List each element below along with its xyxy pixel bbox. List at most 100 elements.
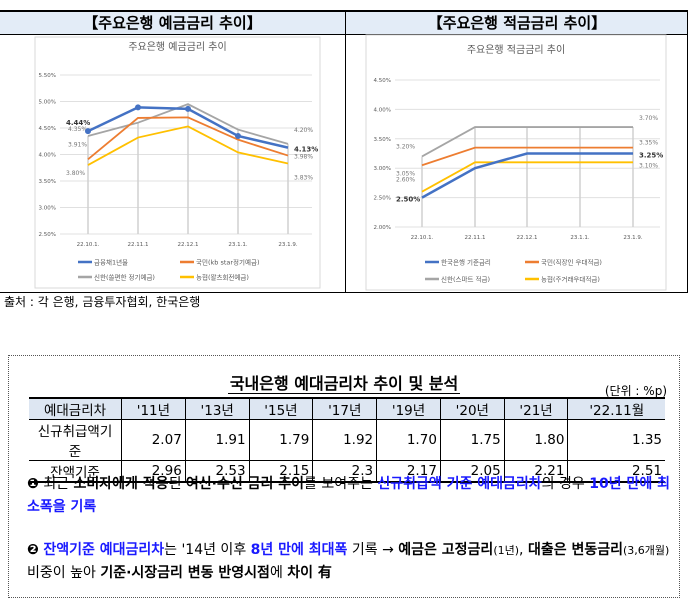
chart-title: 주요은행 적금금리 추이 xyxy=(467,44,565,56)
right-chart-header: 【주요은행 적금금리 추이】 xyxy=(346,10,688,35)
x-tick-label: 22.11.1 xyxy=(128,242,149,248)
data-label: 3.10% xyxy=(639,162,658,169)
data-label: 3.25% xyxy=(639,152,663,160)
table-header-row: 예대금리차 '11년 '13년 '15년 '17년 '19년 '20년 '21년… xyxy=(29,398,665,420)
y-tick-label: 5.00% xyxy=(39,100,56,106)
analysis-point-1: ❶ 최근 소비자에게 적용된 여신·수신 금리 추이를 보여주는 신규취급액 기… xyxy=(27,476,670,515)
data-label: 3.05% xyxy=(396,170,415,177)
table-cell: 2.51 xyxy=(567,460,665,483)
data-point xyxy=(235,132,241,139)
table-cell: 2.07 xyxy=(121,419,186,461)
x-tick-label: 22.12.1 xyxy=(178,242,199,248)
data-point xyxy=(185,105,191,112)
table-cell: 1.75 xyxy=(439,419,505,461)
data-label: 4.13% xyxy=(294,146,318,154)
table-cell: 1.70 xyxy=(376,419,441,461)
y-tick-label: 3.00% xyxy=(39,206,56,212)
savings-rate-chart: 주요은행 적금금리 추이 2.00% 2.50% 3.00% 3.50% 4.00% 4.5… xyxy=(365,34,667,291)
legend-label: 농협(왈츠회전예금) xyxy=(196,273,249,282)
x-tick-label: 22.12.1 xyxy=(517,235,538,241)
y-tick-label: 5.50% xyxy=(39,73,56,79)
y-tick-label: 4.00% xyxy=(374,107,391,113)
table-cell: 2.53 xyxy=(184,460,250,483)
legend-label: 농협(주거래우대적금) xyxy=(541,275,600,284)
series-line xyxy=(87,125,289,166)
data-label: 2.60% xyxy=(396,177,415,184)
table-cell: 2.17 xyxy=(376,460,441,483)
table-row: 신규취급액기준 2.07 1.91 1.79 1.92 1.70 1.75 1.80 1.35 xyxy=(29,419,665,461)
col-header: '19년 xyxy=(376,398,441,420)
data-label: 4.20% xyxy=(294,127,313,134)
col-header: '21년 xyxy=(503,398,568,420)
col-header: '17년 xyxy=(312,398,377,420)
x-tick-label: 22.11.1 xyxy=(465,235,486,241)
chart-title: 주요은행 예금금리 추이 xyxy=(128,41,226,53)
table-cell: 1.35 xyxy=(567,419,665,461)
table-cell: 2.21 xyxy=(503,460,568,483)
y-tick-label: 4.50% xyxy=(39,126,56,132)
data-label: 3.70% xyxy=(639,115,658,122)
y-tick-label: 3.50% xyxy=(39,179,56,185)
data-label: 3.35% xyxy=(639,140,658,147)
series-line xyxy=(87,103,289,145)
data-point xyxy=(85,128,91,135)
data-label: 4.44% xyxy=(66,119,90,127)
data-label: 3.80% xyxy=(66,170,85,177)
table-cell: 2.3 xyxy=(312,460,377,483)
analysis-title: 국내은행 예대금리차 추이 및 분석 xyxy=(227,374,461,394)
table-cell: 1.91 xyxy=(184,419,250,461)
row-label: 신규취급액기준 xyxy=(29,419,122,461)
divider xyxy=(0,292,688,293)
col-header: '22.11월 xyxy=(567,398,665,420)
y-tick-label: 3.00% xyxy=(374,166,391,172)
divider xyxy=(345,10,346,293)
col-header: 예대금리차 xyxy=(29,398,122,420)
unit-label: (단위 : %p) xyxy=(604,384,667,398)
data-label: 4.35% xyxy=(68,126,87,133)
series-line xyxy=(421,161,633,193)
series-line xyxy=(87,116,289,160)
data-label: 3.91% xyxy=(68,141,87,148)
legend-label: 신한(쏠편한 정기예금) xyxy=(94,273,155,282)
y-tick-label: 3.50% xyxy=(374,137,391,143)
y-tick-label: 4.50% xyxy=(374,78,391,84)
table-cell: 2.05 xyxy=(439,460,505,483)
left-chart-header: 【주요은행 예금금리 추이】 xyxy=(0,10,345,35)
legend-label: 국민(직장인 우대적금) xyxy=(541,258,602,267)
col-header: '15년 xyxy=(248,398,313,420)
source-note: 출처 : 각 은행, 금융투자협회, 한국은행 xyxy=(4,295,201,309)
x-tick-label: 23.1.1. xyxy=(570,235,589,241)
x-tick-label: 22.10.1. xyxy=(411,235,434,241)
data-label: 3.20% xyxy=(396,143,415,150)
x-tick-label: 23.1.9. xyxy=(278,242,297,248)
y-tick-label: 2.50% xyxy=(374,196,391,202)
y-tick-label: 2.50% xyxy=(39,232,56,238)
chart-frame xyxy=(34,36,321,289)
x-tick-label: 23.1.1. xyxy=(228,242,247,248)
x-tick-label: 22.10.1. xyxy=(77,242,100,248)
series-line xyxy=(421,146,633,167)
legend-label: 국민(kb star정기예금) xyxy=(196,258,260,267)
table-cell: 2.15 xyxy=(248,460,313,483)
data-label: 3.83% xyxy=(294,175,313,182)
analysis-box: 국내은행 예대금리차 추이 및 분석 (단위 : %p) 예대금리차 '11년 … xyxy=(8,355,680,598)
y-tick-label: 4.00% xyxy=(39,153,56,159)
series-line xyxy=(421,126,633,158)
table-cell: 1.80 xyxy=(503,419,568,461)
legend-label: 금융채1년물 xyxy=(94,258,128,267)
col-header: '13년 xyxy=(184,398,250,420)
series-line xyxy=(421,152,633,199)
legend-label: 한국은행 기준금리 xyxy=(441,258,491,267)
x-tick-label: 23.1.9. xyxy=(623,235,642,241)
row-label: 잔액기준 xyxy=(29,460,122,483)
table-cell: 2.96 xyxy=(121,460,186,483)
deposit-rate-chart: 주요은행 예금금리 추이 2.50% 3.00% 3.50% 4.00% 4.50% 5.0… xyxy=(34,36,321,289)
data-point xyxy=(135,104,141,111)
col-header: '11년 xyxy=(121,398,186,420)
legend-label: 신한(스마트 적금) xyxy=(441,275,490,284)
table-cell: 1.92 xyxy=(312,419,377,461)
y-tick-label: 2.00% xyxy=(374,225,391,231)
table-cell: 1.79 xyxy=(248,419,313,461)
data-label: 2.50% xyxy=(396,196,420,204)
data-label: 3.98% xyxy=(294,154,313,161)
